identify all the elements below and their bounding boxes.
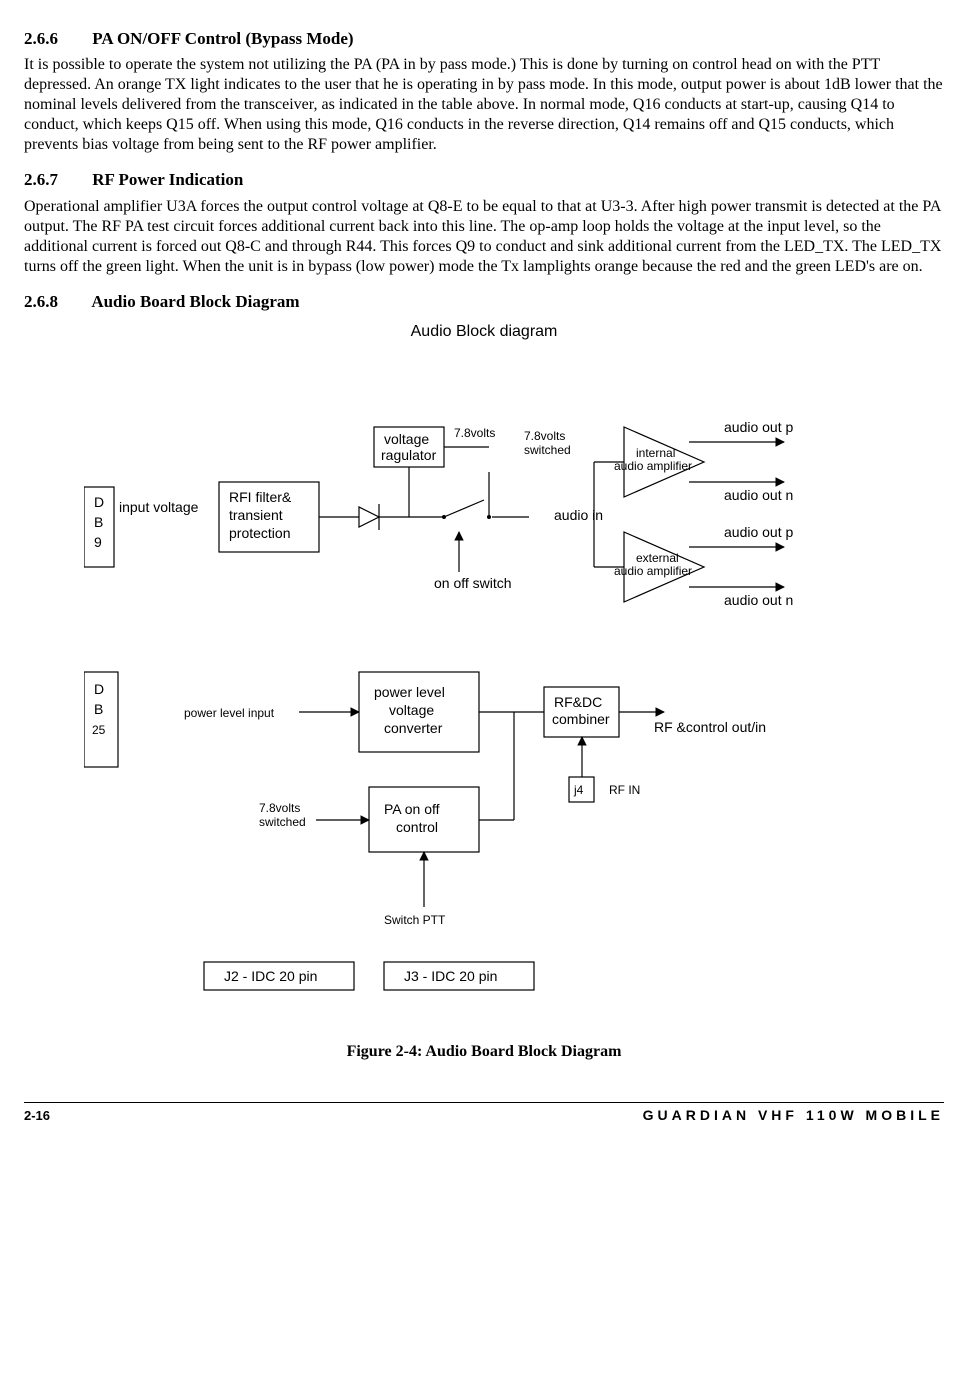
svg-text:25: 25	[92, 723, 106, 737]
svg-text:control: control	[396, 819, 438, 835]
body-267: Operational amplifier U3A forces the out…	[24, 197, 944, 277]
svg-text:D: D	[94, 681, 104, 697]
page-footer: 2-16 GUARDIAN VHF 110W MOBILE	[24, 1102, 944, 1125]
heading-267: 2.6.7 RF Power Indication	[24, 169, 944, 190]
footer-doc-title: GUARDIAN VHF 110W MOBILE	[643, 1107, 944, 1125]
svg-text:switched: switched	[524, 443, 571, 457]
svg-text:Switch PTT: Switch PTT	[384, 913, 446, 927]
heading-title-267: RF Power Indication	[92, 170, 243, 189]
heading-num-268: 2.6.8	[24, 291, 88, 312]
svg-text:external: external	[636, 551, 679, 565]
heading-num-266: 2.6.6	[24, 28, 88, 49]
svg-text:J2 - IDC 20 pin: J2 - IDC 20 pin	[224, 968, 317, 984]
svg-text:power level input: power level input	[184, 706, 275, 720]
svg-text:J3 - IDC 20 pin: J3 - IDC 20 pin	[404, 968, 497, 984]
svg-text:transient: transient	[229, 507, 283, 523]
svg-text:audio amplifier: audio amplifier	[614, 459, 692, 473]
heading-title-268: Audio Board Block Diagram	[91, 292, 299, 311]
svg-text:B: B	[94, 514, 103, 530]
svg-text:7.8volts: 7.8volts	[454, 426, 495, 440]
svg-text:RF &control out/in: RF &control out/in	[654, 719, 766, 735]
svg-text:switched: switched	[259, 815, 306, 829]
svg-text:7.8volts: 7.8volts	[259, 801, 300, 815]
heading-266: 2.6.6 PA ON/OFF Control (Bypass Mode)	[24, 28, 944, 49]
svg-text:RF&DC: RF&DC	[554, 694, 602, 710]
svg-text:PA on off: PA on off	[384, 801, 440, 817]
svg-text:audio out n: audio out n	[724, 592, 793, 608]
diagram-title: Audio Block diagram	[24, 322, 944, 342]
svg-text:audio out p: audio out p	[724, 419, 793, 435]
heading-268: 2.6.8 Audio Board Block Diagram	[24, 291, 944, 312]
figure-caption: Figure 2-4: Audio Board Block Diagram	[24, 1042, 944, 1062]
heading-title-266: PA ON/OFF Control (Bypass Mode)	[92, 29, 353, 48]
footer-page-num: 2-16	[24, 1108, 50, 1124]
svg-text:j4: j4	[573, 783, 584, 797]
svg-text:audio in: audio in	[554, 507, 603, 523]
svg-text:converter: converter	[384, 720, 443, 736]
svg-text:9: 9	[94, 534, 102, 550]
svg-text:D: D	[94, 494, 104, 510]
svg-text:combiner: combiner	[552, 711, 610, 727]
svg-text:ragulator: ragulator	[381, 447, 437, 463]
block-diagram: D B 9 input voltage RFI filter& transien…	[84, 372, 884, 1012]
svg-text:on off switch: on off switch	[434, 575, 512, 591]
svg-text:B: B	[94, 701, 103, 717]
svg-text:internal: internal	[636, 446, 675, 460]
heading-num-267: 2.6.7	[24, 169, 88, 190]
svg-text:audio out p: audio out p	[724, 524, 793, 540]
svg-text:RF IN: RF IN	[609, 783, 640, 797]
svg-text:input voltage: input voltage	[119, 499, 199, 515]
svg-text:voltage: voltage	[384, 431, 429, 447]
svg-text:protection: protection	[229, 525, 290, 541]
svg-text:power level: power level	[374, 684, 445, 700]
svg-text:audio amplifier: audio amplifier	[614, 564, 692, 578]
svg-text:RFI filter&: RFI filter&	[229, 489, 292, 505]
body-266: It is possible to operate the system not…	[24, 55, 944, 155]
svg-text:voltage: voltage	[389, 702, 434, 718]
svg-text:7.8volts: 7.8volts	[524, 429, 565, 443]
svg-text:audio out n: audio out n	[724, 487, 793, 503]
